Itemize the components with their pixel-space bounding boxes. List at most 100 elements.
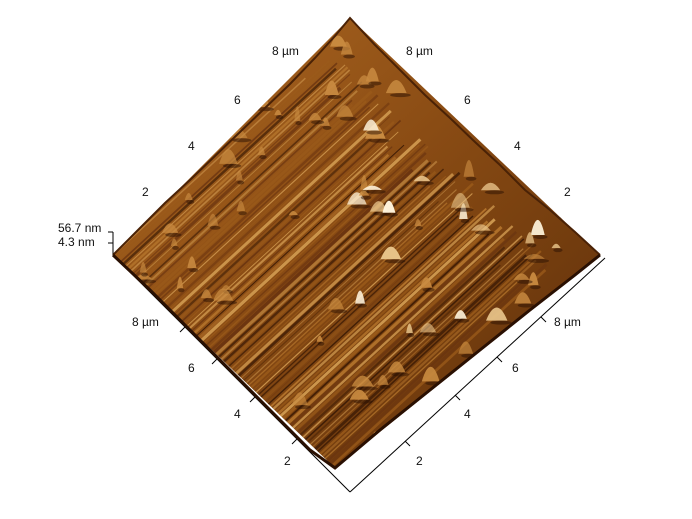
surface-striation: [255, 193, 473, 393]
surface-striation: [304, 238, 525, 441]
peak-shadow: [217, 300, 238, 305]
surface-peak: [421, 366, 440, 382]
surface-peak: [184, 192, 193, 200]
peak-shadow: [391, 372, 409, 377]
surface-peak: [514, 292, 532, 304]
surface-striation: [307, 264, 501, 443]
peak-shadow: [460, 219, 470, 224]
surface-striation: [210, 151, 427, 351]
surface-striation: [223, 171, 431, 363]
surface-striation: [169, 119, 377, 310]
surface-striation: [267, 215, 474, 405]
peak-shadow: [141, 272, 149, 277]
surface-striation: [329, 263, 548, 465]
bottom-left-axis-unit: 8 µm: [132, 315, 159, 329]
surface-peak: [308, 112, 322, 121]
peak-shadow: [369, 138, 390, 143]
peak-shadow: [456, 318, 470, 323]
surface-striation: [253, 201, 459, 391]
peak-shadow: [290, 215, 300, 220]
surface-striation: [225, 170, 437, 365]
surface-striation: [317, 253, 533, 453]
surface-peak: [321, 117, 330, 126]
surface-striation: [299, 246, 506, 436]
surface-peak: [219, 149, 238, 164]
surface-striation: [178, 121, 395, 320]
surface-peak: [463, 159, 475, 177]
surface-peak: [525, 232, 535, 244]
peak-shadow: [238, 211, 247, 216]
z-scale-min-label: 4.3 nm: [58, 235, 95, 249]
surface-striation: [142, 81, 363, 285]
peak-shadow: [553, 248, 563, 253]
surface-peak: [288, 210, 298, 216]
bottom-left-axis-tick-6: 6: [188, 361, 195, 375]
surface-peak: [336, 105, 354, 117]
surface-striation: [262, 206, 474, 401]
peak-shadow: [311, 120, 325, 125]
peak-shadow: [322, 125, 332, 130]
surface-peak: [161, 223, 179, 233]
surface-striation: [240, 181, 456, 379]
surface-peaks: [134, 35, 569, 441]
surface-peak: [419, 323, 437, 333]
peak-shadow: [343, 54, 356, 59]
surface-striation: [289, 241, 491, 427]
surface-peak: [377, 375, 389, 385]
surface-peak: [316, 335, 324, 342]
peak-shadow: [422, 287, 435, 292]
surface-peak: [362, 185, 382, 190]
top-left-axis-unit: 8 µm: [272, 44, 299, 58]
peak-shadow: [165, 232, 182, 237]
surface-peak: [200, 289, 212, 299]
surface-striation: [321, 259, 537, 457]
surface-peak: [274, 109, 282, 116]
surface-peak: [360, 175, 368, 190]
bottom-left-axis-tick-2: 2: [284, 454, 291, 468]
top-left-axis-tick-6: 6: [234, 93, 241, 107]
peak-shadow: [353, 399, 373, 404]
surface-striation: [312, 243, 534, 448]
bottom-left-axis-tick-4: 4: [234, 407, 241, 421]
surface-striation: [270, 207, 487, 408]
peak-shadow: [327, 94, 342, 99]
surface-peak: [365, 67, 379, 82]
peak-shadow: [517, 303, 535, 308]
peak-shadow: [533, 234, 548, 239]
surface-striation: [309, 248, 524, 445]
top-left-axis-tick-4: 4: [188, 139, 195, 153]
peak-shadow: [355, 386, 378, 391]
peak-shadow: [275, 115, 284, 120]
peak-shadow: [350, 204, 371, 209]
peak-shadow: [465, 176, 477, 181]
peak-shadow: [384, 259, 406, 264]
surface-peak: [176, 276, 184, 289]
peak-shadow: [222, 163, 242, 168]
surface-peak: [380, 246, 402, 260]
surface-striation: [250, 182, 474, 389]
surface-peak: [513, 273, 530, 280]
surface-peak: [236, 200, 246, 212]
surface-striation: [324, 280, 520, 460]
top-right-axis-tick-2: 2: [564, 185, 571, 199]
peak-shadow: [484, 190, 505, 195]
peak-shadow: [530, 285, 541, 290]
surface-striation: [228, 168, 445, 367]
top-right-axis-tick-4: 4: [514, 139, 521, 153]
peak-shadow: [368, 81, 382, 86]
surface-peak: [406, 323, 413, 334]
surface-peak: [530, 219, 545, 235]
surface-striation: [287, 225, 503, 425]
surface-peak: [454, 310, 467, 319]
surface-striation: [166, 102, 390, 308]
surface-peak: [471, 224, 491, 231]
surface-peak: [369, 201, 388, 212]
peak-shadow: [516, 279, 533, 284]
peak-shadow: [172, 245, 179, 250]
surface-peak: [349, 389, 369, 400]
surface-peak: [330, 35, 347, 47]
surface-peak: [170, 238, 178, 246]
surface-striation: [127, 66, 349, 271]
peak-shadow: [189, 268, 199, 273]
